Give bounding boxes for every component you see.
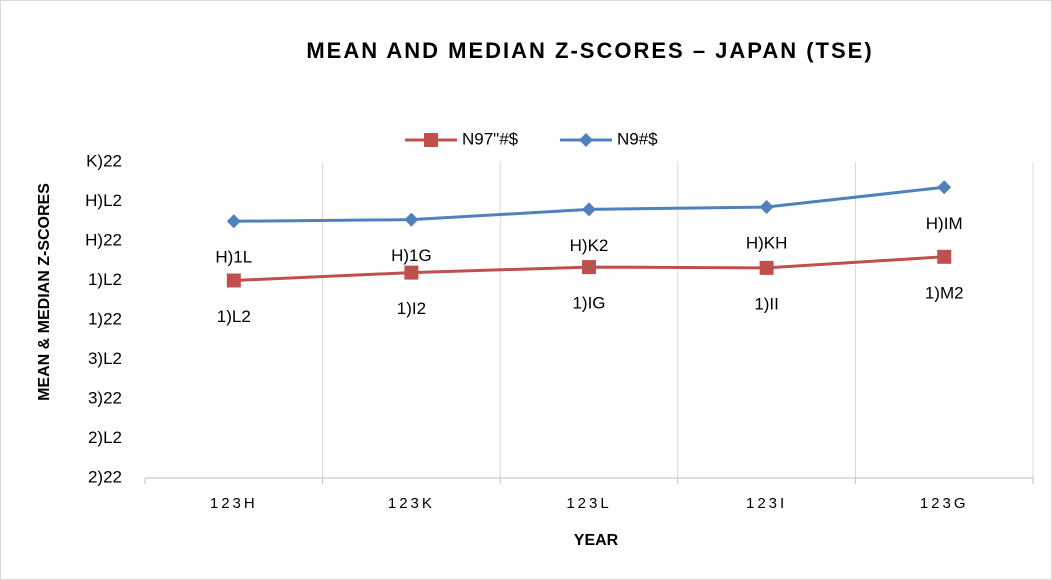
x-tick-label: 123H	[210, 495, 258, 512]
y-tick-label: 2)L2	[88, 428, 122, 447]
y-tick-label: K)22	[86, 151, 122, 170]
y-axis-title: MEAN & MEDIAN Z-SCORES	[36, 183, 53, 401]
point	[582, 260, 596, 275]
legend-label: N97"#$	[462, 129, 519, 148]
y-tick-label: 1)22	[88, 309, 122, 328]
point	[759, 260, 774, 275]
point	[759, 200, 774, 215]
point	[226, 273, 241, 288]
point	[226, 214, 241, 229]
data-label: 1)IG	[572, 294, 605, 313]
point	[404, 265, 419, 280]
legend-label: N9#$	[617, 129, 658, 148]
y-tick-label: 3)L2	[88, 349, 122, 368]
x-tick-label: 123I	[746, 495, 787, 512]
legend-marker	[424, 133, 438, 147]
data-label: H)KH	[746, 234, 788, 253]
point	[937, 180, 952, 195]
data-label: H)1G	[391, 246, 432, 265]
y-tick-label: H)L2	[85, 191, 122, 210]
data-label: 1)M2	[925, 283, 964, 302]
x-axis-title: YEAR	[574, 532, 619, 549]
data-label: 1)L2	[217, 307, 251, 326]
y-tick-label: 3)22	[88, 388, 122, 407]
x-tick-label: 123K	[388, 495, 435, 512]
data-label: H)IM	[926, 214, 963, 233]
data-label: H)K2	[570, 236, 609, 255]
data-label: H)1L	[215, 248, 252, 267]
data-label: 1)II	[754, 294, 779, 313]
chart-title: MEAN AND MEDIAN Z-SCORES – JAPAN (TSE)	[306, 38, 873, 63]
data-label: 1)I2	[397, 299, 426, 318]
point	[937, 249, 952, 264]
legend-marker	[579, 133, 593, 147]
y-tick-label: H)22	[85, 230, 122, 249]
y-tick-label: 2)22	[88, 467, 122, 486]
y-tick-label: 1)L2	[88, 270, 122, 289]
point	[404, 212, 419, 227]
x-tick-label: 123L	[566, 495, 611, 512]
x-tick-label: 123G	[920, 495, 969, 512]
point	[582, 202, 596, 217]
